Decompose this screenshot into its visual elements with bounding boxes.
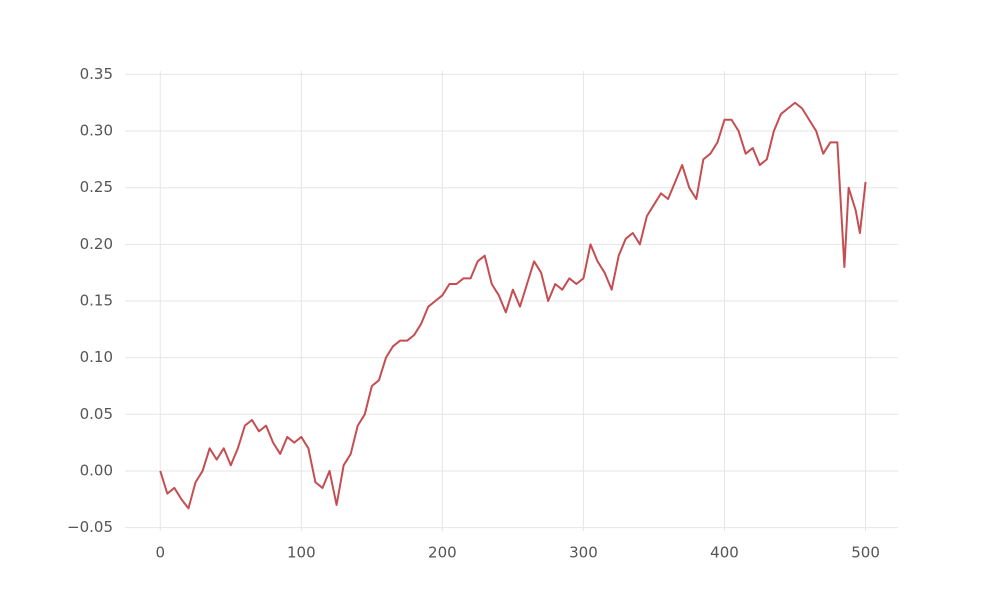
y-tick-label: 0.35 [80,65,113,83]
x-tick-label: 100 [287,544,316,562]
x-tick-label: 300 [569,544,598,562]
y-tick-label: 0.30 [80,122,113,140]
y-tick-label: 0.10 [80,348,113,366]
y-tick-label: 0.15 [80,292,113,310]
y-tick-label: 0.20 [80,235,113,253]
y-tick-label: 0.25 [80,178,113,196]
data-line [159,101,867,510]
x-tick-label: 200 [428,544,457,562]
x-tick-label: 500 [851,544,880,562]
y-tick-label: 0.00 [80,461,113,479]
x-tick-label: 400 [710,544,739,562]
x-tick-label: 0 [155,544,165,562]
y-tick-label: 0.05 [80,405,113,423]
y-tick-label: −0.05 [67,518,113,536]
